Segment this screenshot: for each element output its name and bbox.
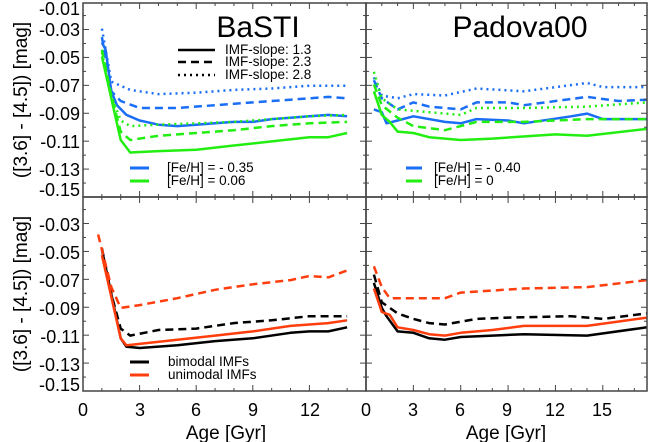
y-tick: -0.01 xyxy=(39,0,80,19)
series-line xyxy=(100,254,348,347)
y-tick: -0.05 xyxy=(39,243,80,263)
legend-imf-type: bimodal IMFs unimodal IMFs xyxy=(130,354,257,382)
series-line xyxy=(100,249,348,350)
series-line xyxy=(372,83,647,132)
legend-label: [Fe/H] = 0.06 xyxy=(167,173,245,188)
series-line xyxy=(96,234,348,310)
panel-padova00-imf xyxy=(372,265,648,341)
y-axis-label-bottom: ([3.6] - [4.5]) [mag] xyxy=(11,216,32,372)
series-line xyxy=(372,288,648,337)
legend-metallicity-padova: [Fe/H] = - 0.40 [Fe/H] = 0 xyxy=(406,160,521,188)
x-tick: 6 xyxy=(455,400,465,420)
panel-basti-imf xyxy=(96,234,348,350)
legend-label: unimodal IMFs xyxy=(168,367,257,382)
x-axis-label-right: Age [Gyr] xyxy=(466,423,546,442)
y-tick: -0.09 xyxy=(39,299,80,319)
series-line xyxy=(372,265,648,300)
x-tick: 0 xyxy=(361,400,371,420)
legend-label: bimodal IMFs xyxy=(168,354,249,369)
y-tick: -0.15 xyxy=(39,375,80,395)
y-tick-labels-top: -0.01 -0.03 -0.05 -0.07 -0.09 -0.11 -0.1… xyxy=(39,0,80,200)
series-line xyxy=(100,36,348,110)
y-tick: -0.13 xyxy=(39,355,80,375)
series-line xyxy=(372,274,648,326)
axis-ticks xyxy=(82,3,647,392)
y-tick: -0.03 xyxy=(39,215,80,235)
series-line xyxy=(372,76,647,100)
y-tick: -0.13 xyxy=(39,160,80,180)
legend-metallicity-basti: [Fe/H] = - 0.35 [Fe/H] = 0.06 xyxy=(130,160,254,188)
x-tick: 12 xyxy=(545,400,565,420)
x-tick: 3 xyxy=(408,400,418,420)
x-tick: 6 xyxy=(191,400,201,420)
legend-label: IMF-slope: 2.3 xyxy=(225,54,311,69)
x-tick: 12 xyxy=(300,400,320,420)
legend-label: IMF-slope: 2.8 xyxy=(225,67,311,82)
x-tick: 15 xyxy=(592,400,612,420)
panel-basti xyxy=(100,28,348,154)
legend-label: [Fe/H] = 0 xyxy=(434,173,494,188)
y-tick: -0.11 xyxy=(40,327,80,347)
x-tick-labels-left: 0 3 6 9 12 xyxy=(78,400,320,420)
y-axis-label-top: ([3.6] - [4.5]) [mag] xyxy=(11,22,32,178)
x-tick: 9 xyxy=(502,400,512,420)
x-tick: 9 xyxy=(248,400,258,420)
y-tick: -0.09 xyxy=(39,104,80,124)
panel-padova00 xyxy=(372,71,648,142)
series-line xyxy=(372,79,648,111)
y-tick: -0.11 xyxy=(40,132,80,152)
series-line xyxy=(100,28,348,96)
series-line xyxy=(372,71,648,117)
x-tick: 3 xyxy=(135,400,145,420)
series-line xyxy=(373,108,647,125)
y-tick-labels-bottom: -0.03 -0.05 -0.07 -0.09 -0.11 -0.13 -0.1… xyxy=(39,215,80,395)
x-axis-label-left: Age [Gyr] xyxy=(186,423,266,442)
legend-label: IMF-slope: 1.3 xyxy=(225,42,311,57)
series-line xyxy=(100,248,348,337)
x-tick-labels-right: 0 3 6 9 12 15 xyxy=(361,400,612,420)
y-tick: -0.07 xyxy=(39,271,80,291)
legend-label: [Fe/H] = - 0.40 xyxy=(434,160,521,175)
x-tick: 0 xyxy=(78,400,88,420)
series-line xyxy=(372,282,648,341)
y-tick: -0.03 xyxy=(39,20,80,40)
legend-linestyles: IMF-slope: 1.3 IMF-slope: 2.3 IMF-slope:… xyxy=(178,42,311,82)
series-line xyxy=(100,42,348,128)
title-basti: BaSTI xyxy=(216,11,299,44)
y-tick: -0.05 xyxy=(39,48,80,68)
series-line xyxy=(100,49,348,142)
series-line xyxy=(372,90,648,142)
frame-bottom-right xyxy=(365,196,648,392)
legend-label: [Fe/H] = - 0.35 xyxy=(167,160,254,175)
series-line xyxy=(100,56,348,154)
y-tick: -0.07 xyxy=(39,76,80,96)
title-padova00: Padova00 xyxy=(452,11,587,44)
y-tick: -0.15 xyxy=(39,180,80,200)
